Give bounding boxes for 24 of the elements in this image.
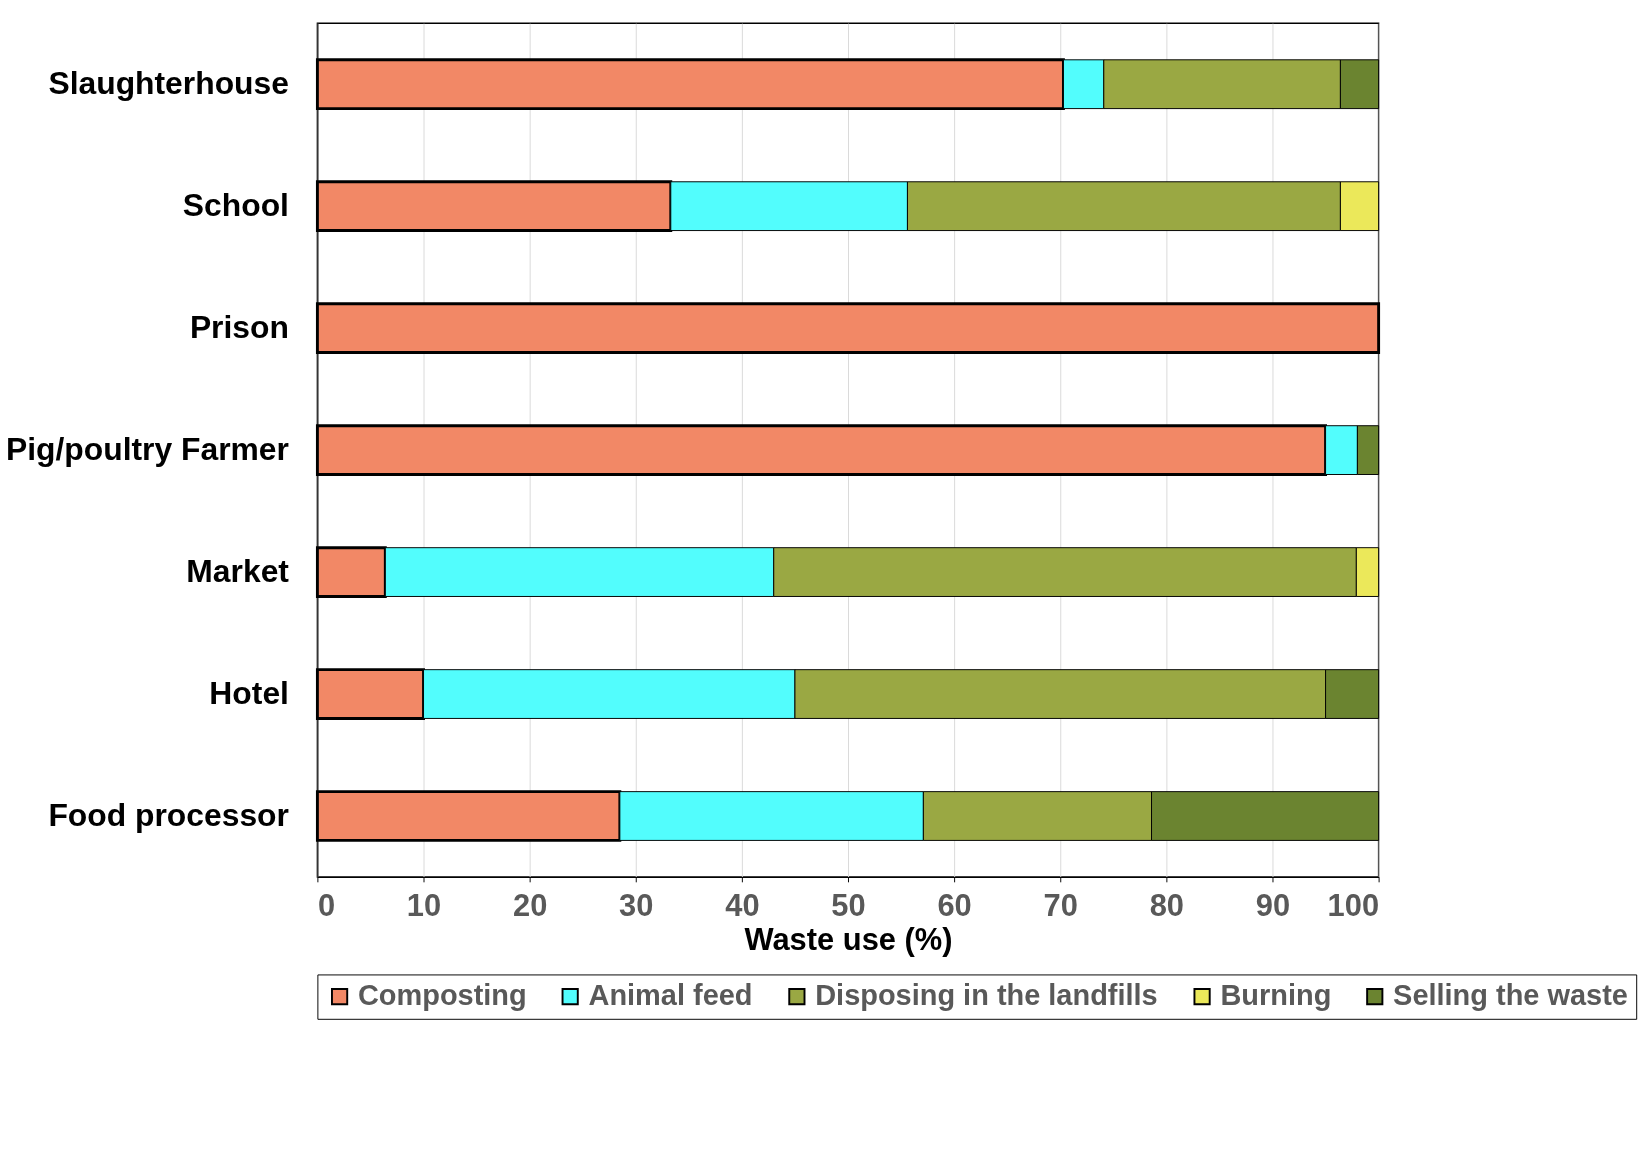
y-tick-label: Hotel [209, 674, 289, 711]
y-tick-label: Slaughterhouse [48, 64, 289, 101]
y-tick-label: Prison [189, 308, 289, 345]
y-tick-label: Market [186, 552, 290, 589]
x-tick-label: 30 [619, 888, 654, 924]
y-tick-label: Pig/poultry Farmer [5, 430, 289, 467]
x-tick-label: 0 [317, 888, 336, 924]
legend-label: Burning [1220, 979, 1332, 1012]
x-tick-label: 90 [1255, 888, 1291, 924]
y-tick-label: Food processor [48, 796, 289, 833]
legend-label: Disposing in the landfills [815, 979, 1158, 1012]
x-tick-label: 60 [937, 888, 972, 924]
legend-label: Selling the waste [1393, 979, 1628, 1012]
x-tick-label: 50 [831, 888, 866, 924]
x-tick-label: 20 [512, 888, 548, 924]
x-tick-label: 40 [725, 888, 760, 924]
x-tick-label: 70 [1043, 888, 1078, 924]
x-tick-label: 10 [406, 888, 442, 924]
x-tick-label: 80 [1149, 888, 1185, 924]
legend-label: Animal feed [588, 979, 753, 1012]
y-tick-label: School [182, 186, 289, 223]
x-axis-title: Waste use (%) [744, 921, 953, 957]
x-tick-label: 100 [1327, 888, 1380, 924]
legend-label: Composting [357, 979, 527, 1012]
